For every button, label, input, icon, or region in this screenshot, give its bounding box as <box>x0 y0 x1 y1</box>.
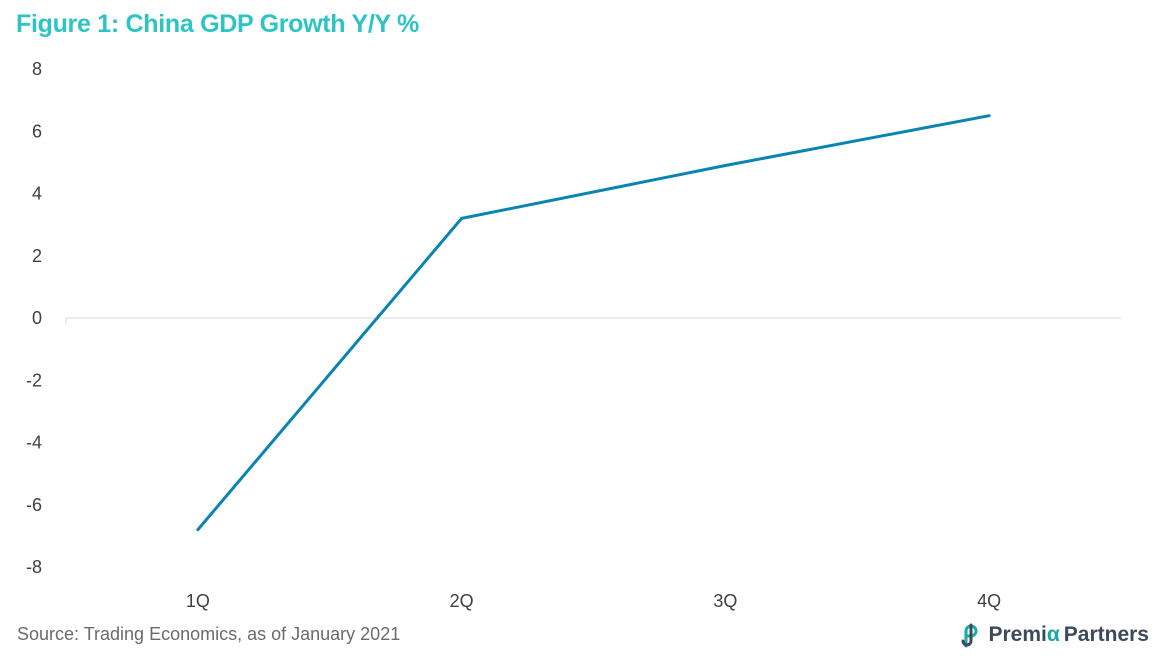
brand-logo: Premi α Partners <box>960 622 1149 648</box>
gdp-growth-line <box>196 114 990 531</box>
source-note: Source: Trading Economics, as of January… <box>17 624 401 644</box>
y-tick-label: -4 <box>26 433 42 453</box>
x-tick-label: 1Q <box>186 591 210 611</box>
y-tick-label: 6 <box>32 121 42 141</box>
brand-text-partners: Partners <box>1063 623 1149 646</box>
y-tick-label: 4 <box>32 184 42 204</box>
brand-text-alpha: α <box>1046 623 1060 646</box>
y-tick-label: 2 <box>32 246 42 266</box>
y-tick-label: -6 <box>26 495 42 515</box>
brand-text-premi: Premi <box>988 623 1047 646</box>
y-tick-label: 0 <box>32 308 42 328</box>
x-tick-label: 4Q <box>977 591 1001 611</box>
y-tick-label: 8 <box>32 59 42 79</box>
data-point <box>196 528 200 532</box>
data-point <box>460 216 464 220</box>
y-tick-label: -2 <box>26 370 42 390</box>
chart-title: Figure 1: China GDP Growth Y/Y % <box>16 10 419 38</box>
y-tick-label: -8 <box>26 557 42 577</box>
x-tick-label: 3Q <box>713 591 737 611</box>
data-point <box>987 114 991 118</box>
x-tick-label: 2Q <box>450 591 474 611</box>
premia-partners-logo-icon <box>961 623 978 648</box>
data-point <box>723 163 727 167</box>
